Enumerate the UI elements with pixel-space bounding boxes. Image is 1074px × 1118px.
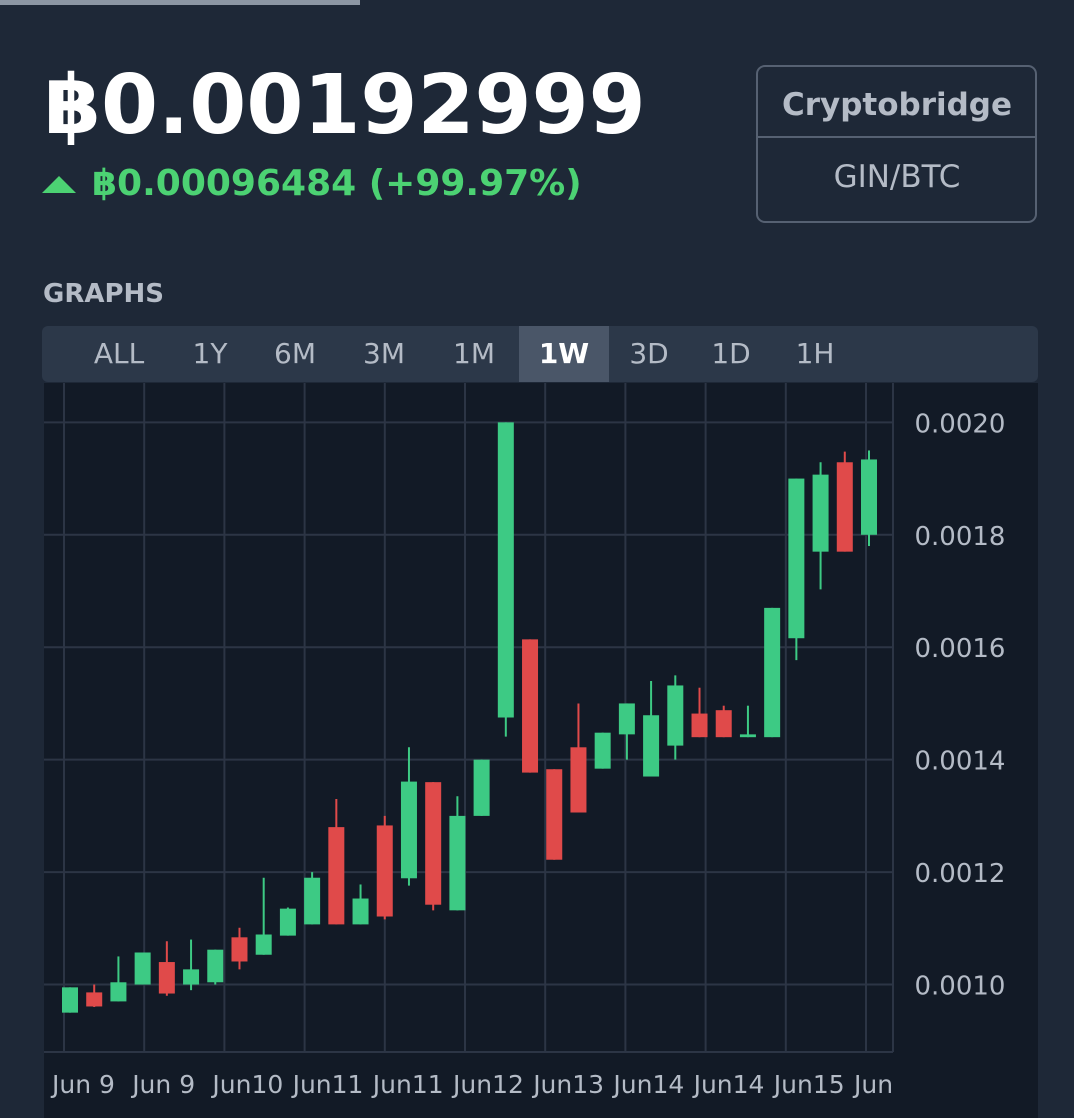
- candle-body: [207, 949, 224, 983]
- candle-body: [110, 982, 127, 1002]
- candle-body: [788, 478, 805, 639]
- tab[interactable]: ALL: [94, 337, 145, 370]
- candle-body: [255, 934, 272, 955]
- tab[interactable]: 1W: [539, 337, 589, 370]
- candle-body: [764, 607, 781, 738]
- candle-body: [497, 422, 514, 718]
- active-tab: [519, 326, 609, 382]
- candle-body: [231, 937, 248, 962]
- candle-body: [328, 827, 345, 925]
- candle-body: [667, 685, 684, 746]
- candle-body: [691, 713, 708, 738]
- exchange-name: Cryptobridge: [782, 87, 1012, 123]
- candle-body: [449, 815, 466, 911]
- candle-body: [400, 781, 417, 879]
- y-tick-label: 0.0010: [915, 972, 1006, 1002]
- tab[interactable]: 1M: [453, 337, 495, 370]
- y-tick-label: 0.0018: [915, 522, 1006, 552]
- candle-body: [473, 759, 490, 816]
- graphs-title: GRAPHS: [43, 279, 164, 309]
- candle-body: [739, 734, 756, 738]
- candle-body: [546, 769, 563, 860]
- x-tick-label: Jun14: [692, 1070, 765, 1099]
- tab[interactable]: 3D: [629, 337, 668, 370]
- chart: 0.0010 0.0012 0.0014 0.0016 0.0018 0.0020 Jun …: [44, 383, 1005, 1099]
- chart-area: [44, 383, 1038, 1118]
- up-arrow: [42, 176, 76, 193]
- x-tick-label: Jun 9: [50, 1070, 115, 1099]
- y-tick-label: 0.0014: [915, 747, 1006, 777]
- pair: GIN/BTC: [834, 159, 961, 195]
- candle-body: [836, 462, 853, 552]
- candle-body: [183, 969, 200, 985]
- candle-body: [279, 908, 296, 936]
- price: ฿0.00192999: [44, 58, 646, 153]
- y-tick-label: 0.0012: [915, 859, 1006, 889]
- candle-body: [522, 639, 539, 773]
- tab[interactable]: 1D: [711, 337, 750, 370]
- exchange-box[interactable]: [756, 65, 1037, 223]
- x-tick-label: Jun 9: [130, 1070, 195, 1099]
- candle-body: [304, 877, 321, 925]
- candle-body: [570, 747, 587, 813]
- tab[interactable]: 1H: [796, 337, 835, 370]
- candle-body: [594, 732, 611, 769]
- x-tick-label: Jun10: [210, 1070, 283, 1099]
- candle-body: [158, 962, 175, 994]
- x-tick-label: Jun14: [611, 1070, 684, 1099]
- candle-body: [86, 992, 103, 1007]
- x-tick-label: Jun13: [531, 1070, 604, 1099]
- candle-body: [425, 782, 442, 905]
- progress-bar: [0, 0, 360, 5]
- y-tick-label: 0.0020: [915, 409, 1006, 439]
- candle-body: [812, 474, 829, 552]
- x-tick-label: Jun: [852, 1070, 893, 1099]
- tab[interactable]: 6M: [274, 337, 316, 370]
- candle-body: [352, 898, 369, 925]
- x-tick-label: Jun11: [291, 1070, 364, 1099]
- candle-body: [643, 715, 660, 777]
- candle-body: [376, 825, 393, 917]
- x-tick-label: Jun15: [772, 1070, 845, 1099]
- price-change: ฿0.00096484 (+99.97%): [92, 163, 582, 204]
- candle-body: [715, 710, 732, 738]
- candle-body: [62, 987, 78, 1013]
- candle-body: [134, 952, 151, 985]
- candle-body: [618, 703, 635, 735]
- candle-body: [861, 459, 877, 535]
- tab[interactable]: 1Y: [193, 337, 229, 370]
- x-tick-label: Jun12: [451, 1070, 524, 1099]
- x-tick-label: Jun11: [371, 1070, 444, 1099]
- tab[interactable]: 3M: [363, 337, 405, 370]
- y-tick-label: 0.0016: [915, 634, 1006, 664]
